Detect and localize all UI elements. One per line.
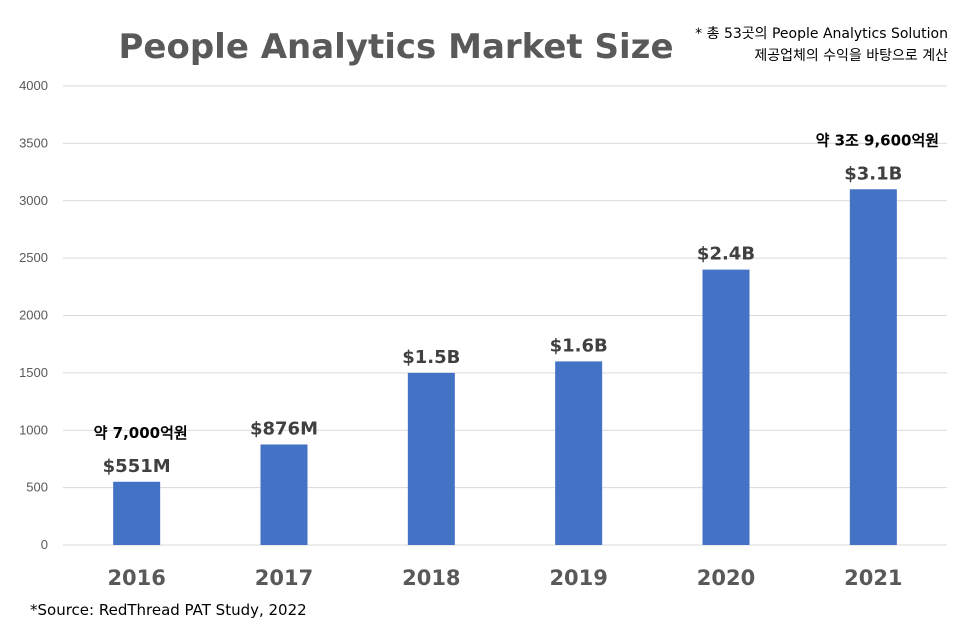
y-tick-label: 500 [26,480,48,495]
bar-2017 [260,444,308,545]
source-note: *Source: RedThread PAT Study, 2022 [30,601,307,619]
y-tick-label: 1000 [19,422,48,437]
bar-2019 [555,361,603,545]
x-axis-ticks: 2016 2017 2018 2019 2020 2021 [107,566,902,590]
data-label-2018: $1.5B [402,347,460,368]
y-tick-label: 1500 [19,365,48,380]
y-tick-label: 4000 [19,78,48,93]
x-tick-label-2021: 2021 [844,566,902,590]
x-tick-label-2019: 2019 [549,566,607,590]
data-label-2019: $1.6B [550,335,608,356]
data-label-2016: $551M [103,456,171,477]
bar-2018 [407,372,455,545]
y-tick-label: 3500 [19,135,48,150]
bars [113,189,897,545]
y-tick-label: 2500 [19,250,48,265]
chart-note-line-2: 제공업체의 수익을 바탕으로 계산 [754,48,948,64]
x-tick-label-2020: 2020 [697,566,755,590]
y-axis-ticks: 0 500 1000 1500 2000 2500 3000 3500 4000 [19,78,48,552]
data-label-2021: $3.1B [844,163,902,184]
data-label-2020: $2.4B [697,244,755,265]
data-labels: $551M $876M $1.5B $1.6B $2.4B $3.1B 약 7,000억원 약… [94,131,939,476]
chart-note-line-1: * 총 53곳의 People Analytics Solution [695,26,948,42]
y-tick-label: 3000 [19,193,48,208]
bar-2021 [849,189,897,545]
bar-2016 [113,481,161,545]
y-tick-label: 2000 [19,308,48,323]
bar-2020 [702,269,750,545]
chart-title: People Analytics Market Size [118,27,673,67]
data-label-2017: $876M [250,418,318,439]
annotation-2016: 약 7,000억원 [94,424,188,442]
x-tick-label-2017: 2017 [255,566,313,590]
annotation-2021: 약 3조 9,600억원 [816,131,940,149]
y-tick-label: 0 [41,537,48,552]
gridlines [63,85,947,546]
x-tick-label-2018: 2018 [402,566,460,590]
x-tick-label-2016: 2016 [107,566,165,590]
